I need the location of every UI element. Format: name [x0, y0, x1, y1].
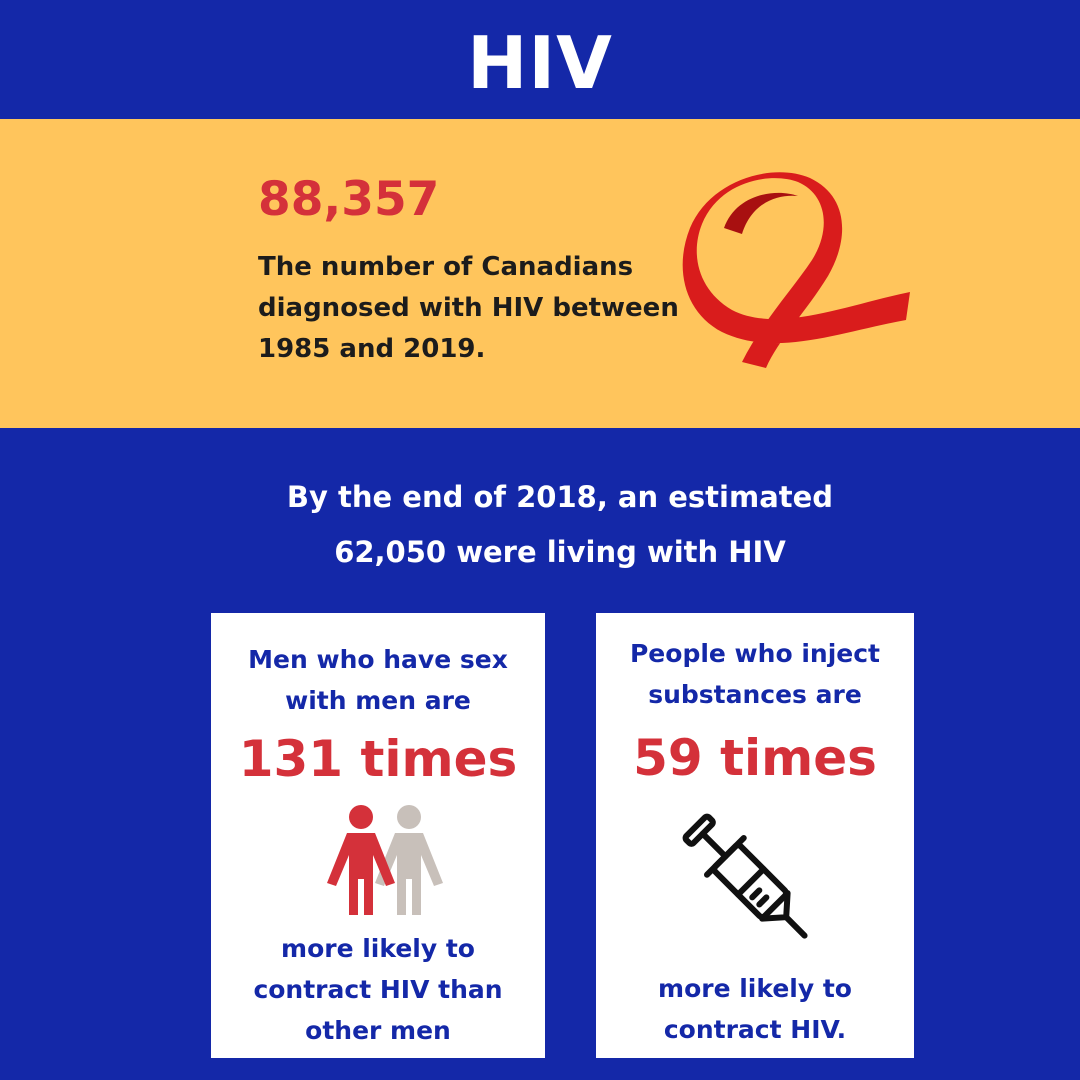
- pwid-card-outro: more likely to contract HIV.: [658, 974, 852, 1044]
- msm-card-outro: more likely to contract HIV than other m…: [253, 934, 503, 1045]
- page-title: HIV: [467, 21, 613, 105]
- stat-band: [0, 119, 1080, 428]
- diagnosed-description: The number of Canadians diagnosed with H…: [258, 252, 679, 364]
- syringe-icon: [682, 813, 808, 939]
- msm-card: Men who have sex with men are 131 times …: [211, 613, 545, 1058]
- awareness-ribbon-icon: [682, 172, 910, 368]
- pwid-card-intro: People who inject substances are: [629, 639, 880, 709]
- diagnosed-count: 88,357: [258, 172, 440, 227]
- msm-card-intro: Men who have sex with men are: [248, 645, 508, 715]
- living-with-hiv-text: By the end of 2018, an estimated 62,050 …: [286, 480, 834, 569]
- msm-card-multiplier: 131 times: [238, 730, 518, 788]
- pwid-card: People who inject substances are 59 time…: [596, 613, 914, 1058]
- two-people-icon: [327, 805, 443, 915]
- pwid-card-multiplier: 59 times: [633, 729, 877, 787]
